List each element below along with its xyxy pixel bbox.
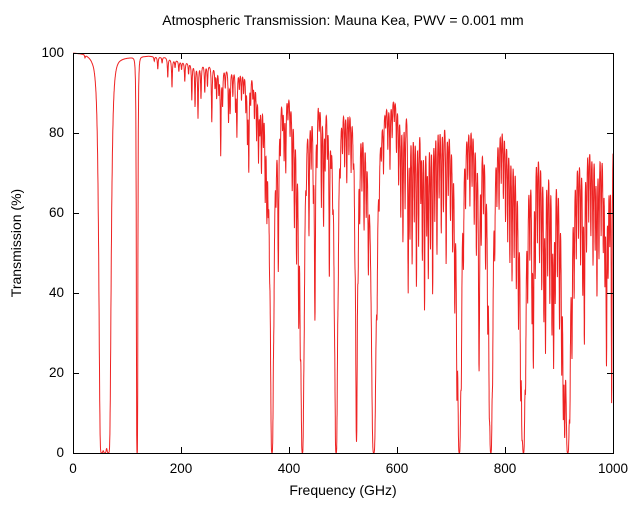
x-tick-label: 600	[385, 461, 409, 476]
chart-title: Atmospheric Transmission: Mauna Kea, PWV…	[162, 12, 524, 28]
x-axis-title: Frequency (GHz)	[289, 482, 397, 498]
x-tick-label: 200	[169, 461, 193, 476]
y-tick-label: 100	[41, 45, 64, 60]
x-tick-label: 800	[493, 461, 517, 476]
transmission-curve	[72, 52, 614, 454]
x-tick-label: 400	[277, 461, 301, 476]
y-tick-label: 20	[48, 365, 64, 380]
x-tick-label: 0	[69, 461, 77, 476]
plot-border	[73, 53, 614, 454]
y-tick-label: 60	[48, 205, 64, 220]
y-tick-label: 40	[48, 285, 64, 300]
x-tick-label: 1000	[597, 461, 629, 476]
y-tick-label: 80	[48, 125, 64, 140]
y-tick-label: 0	[56, 445, 64, 460]
